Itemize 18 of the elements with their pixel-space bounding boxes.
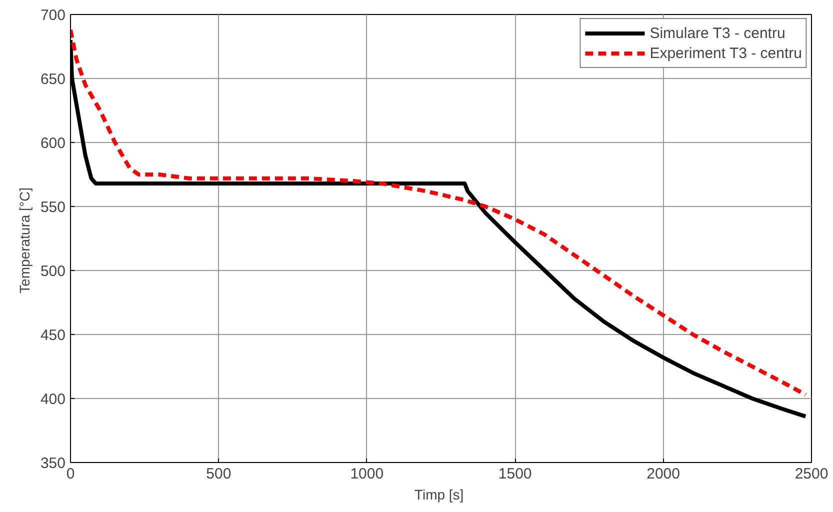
- y-tick-label: 450: [40, 327, 66, 344]
- x-axis-title: Timp [s]: [414, 486, 464, 502]
- y-tick-label: 550: [40, 199, 66, 216]
- x-tick-label: 500: [206, 466, 232, 482]
- y-tick-label: 400: [40, 391, 66, 408]
- x-tick-label: 1500: [498, 466, 532, 482]
- x-tick-label: 2000: [646, 466, 680, 482]
- y-tick-label: 500: [40, 263, 66, 280]
- x-tick-label: 2500: [794, 466, 828, 482]
- y-axis-title: Temperatura [°C]: [16, 187, 32, 294]
- x-tick-label: 1000: [350, 466, 384, 482]
- y-tick-label: 350: [40, 455, 66, 472]
- x-tick-label: 0: [66, 466, 75, 482]
- legend-label: Experiment T3 - centru: [650, 44, 802, 62]
- legend-label: Simulare T3 - centru: [650, 24, 786, 42]
- y-tick-label: 650: [40, 71, 66, 88]
- y-tick-label: 700: [40, 7, 66, 24]
- y-tick-label: 600: [40, 135, 66, 152]
